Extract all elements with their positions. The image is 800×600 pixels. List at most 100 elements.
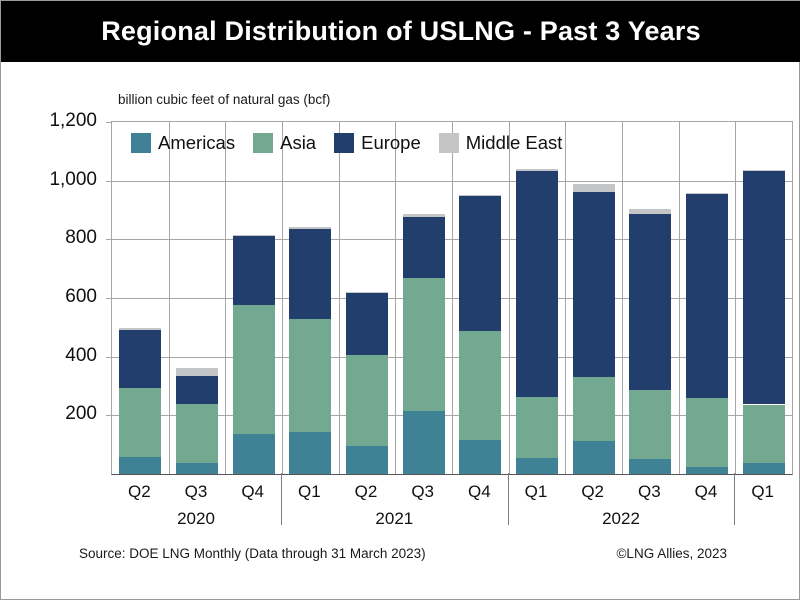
bar-segment-europe[interactable] (232, 235, 275, 306)
bar-segment-middle-east[interactable] (346, 291, 388, 293)
bar-segment-europe[interactable] (346, 292, 388, 356)
bar-segment-americas[interactable] (572, 440, 615, 474)
bar-column[interactable] (742, 169, 785, 474)
year-group-separator (734, 473, 736, 525)
y-axis-tick-mark (106, 415, 112, 417)
legend-item-label: Middle East (465, 132, 563, 153)
y-axis-tick-label: 600 (65, 286, 97, 307)
bar-column[interactable] (629, 209, 672, 474)
gridline-vertical (225, 122, 227, 474)
bar-segment-asia[interactable] (516, 397, 558, 458)
bar-segment-middle-east[interactable] (402, 213, 445, 218)
bar-segment-europe[interactable] (516, 170, 558, 398)
legend-item-label: Europe (361, 132, 421, 153)
x-axis-tick-label: Q3 (411, 482, 434, 501)
bar-column[interactable] (289, 227, 332, 474)
bar-segment-americas[interactable] (402, 411, 445, 474)
bar-segment-middle-east[interactable] (629, 209, 672, 215)
bar-segment-asia[interactable] (289, 319, 332, 433)
bar-segment-asia[interactable] (119, 388, 162, 458)
bar-segment-americas[interactable] (346, 445, 388, 474)
legend-item-label: Asia (280, 132, 317, 153)
y-axis-tick-label: 1,200 (49, 110, 97, 131)
bar-column[interactable] (686, 193, 728, 474)
x-axis-group-label: 2021 (375, 509, 414, 528)
x-axis-tick-label: Q4 (694, 482, 718, 501)
americas-swatch (131, 133, 151, 153)
bar-segment-americas[interactable] (232, 433, 275, 474)
bar-column[interactable] (516, 169, 558, 474)
bar-column[interactable] (346, 291, 388, 474)
bar-segment-europe[interactable] (176, 375, 218, 404)
gridline-vertical (622, 122, 623, 474)
source-note: Source: DOE LNG Monthly (Data through 31… (79, 546, 426, 561)
year-group-separator (281, 473, 282, 525)
y-axis-tick-label: 1,000 (49, 168, 97, 190)
bar-segment-asia[interactable] (686, 397, 728, 467)
legend-item[interactable]: Americas (131, 132, 235, 154)
chart-legend: Americas Asia Europe Middle East (131, 132, 573, 154)
y-axis-tick-label: 800 (65, 227, 97, 249)
title-bar: Regional Distribution of USLNG - Past 3 … (1, 1, 800, 62)
bar-segment-asia[interactable] (459, 331, 502, 440)
bar-segment-middle-east[interactable] (176, 368, 218, 376)
y-axis-tick-mark (106, 122, 112, 123)
bar-column[interactable] (459, 195, 502, 474)
x-axis-tick-label: Q3 (184, 482, 208, 501)
bar-segment-middle-east[interactable] (289, 227, 332, 230)
bar-column[interactable] (119, 327, 162, 474)
legend-item[interactable]: Middle East (438, 132, 563, 154)
legend-item[interactable]: Asia (253, 132, 316, 154)
year-group-separator (507, 473, 509, 525)
bar-segment-europe[interactable] (119, 330, 162, 389)
middle-east-swatch (438, 133, 459, 153)
bar-segment-europe[interactable] (629, 214, 672, 390)
bar-segment-americas[interactable] (119, 457, 162, 474)
bar-segment-middle-east[interactable] (686, 193, 728, 194)
bar-segment-europe[interactable] (686, 193, 728, 398)
x-axis-tick-label: Q2 (354, 482, 378, 501)
x-axis-tick-label: Q4 (467, 482, 491, 501)
bar-segment-americas[interactable] (289, 432, 332, 474)
bar-segment-asia[interactable] (572, 376, 615, 441)
bar-segment-asia[interactable] (402, 278, 445, 412)
bar-segment-middle-east[interactable] (572, 184, 615, 192)
bar-column[interactable] (176, 368, 218, 474)
europe-swatch (334, 133, 355, 153)
legend-item-label: Americas (158, 132, 236, 153)
bar-segment-europe[interactable] (402, 217, 445, 279)
bar-column[interactable] (232, 235, 275, 474)
bar-segment-middle-east[interactable] (232, 235, 275, 236)
bar-segment-asia[interactable] (232, 305, 275, 434)
bar-segment-americas[interactable] (516, 457, 558, 474)
bar-segment-europe[interactable] (572, 191, 615, 377)
bar-segment-americas[interactable] (176, 463, 218, 474)
x-axis-tick-label: Q2 (581, 482, 604, 501)
page-title: Regional Distribution of USLNG - Past 3 … (101, 16, 701, 46)
bar-segment-europe[interactable] (289, 229, 332, 320)
bar-segment-asia[interactable] (629, 389, 672, 460)
bar-segment-americas[interactable] (686, 466, 728, 474)
bar-segment-asia[interactable] (346, 355, 388, 446)
x-axis-tick-label: Q1 (297, 482, 321, 501)
x-axis-tick-label: Q1 (751, 482, 774, 501)
bar-segment-asia[interactable] (176, 403, 218, 464)
bar-segment-europe[interactable] (459, 195, 502, 332)
bar-segment-middle-east[interactable] (742, 169, 785, 171)
bar-segment-americas[interactable] (459, 439, 502, 474)
bar-segment-middle-east[interactable] (516, 169, 558, 171)
plot-area (106, 121, 793, 475)
legend-item[interactable]: Europe (334, 132, 421, 154)
bar-segment-americas[interactable] (629, 459, 672, 474)
bar-column[interactable] (572, 184, 615, 474)
bar-column[interactable] (402, 213, 445, 474)
bar-segment-americas[interactable] (742, 463, 785, 474)
bar-segment-asia[interactable] (742, 404, 785, 464)
bar-segment-europe[interactable] (742, 170, 785, 405)
bar-segment-middle-east[interactable] (459, 195, 502, 196)
y-axis-tick-mark (106, 239, 112, 241)
gridline-vertical (678, 122, 680, 474)
bar-segment-middle-east[interactable] (119, 327, 162, 331)
gridline-vertical (338, 122, 340, 474)
